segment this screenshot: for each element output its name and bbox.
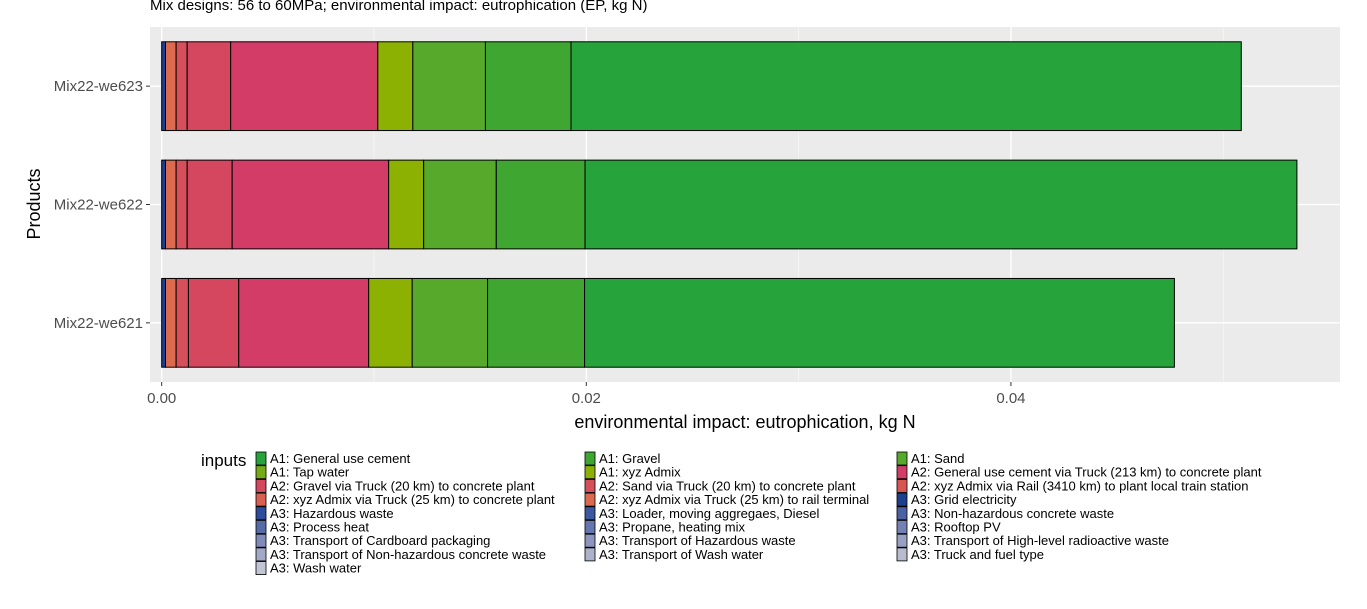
legend-swatch xyxy=(584,533,596,548)
legend-swatch xyxy=(255,465,267,480)
legend-label: A3: Wash water xyxy=(270,561,362,576)
legend-swatch xyxy=(896,520,908,534)
bar-segment xyxy=(487,277,586,368)
bar-segment xyxy=(161,277,166,368)
legend-label: A2: General use cement via Truck (213 km… xyxy=(911,465,1262,480)
legend-swatch xyxy=(255,533,267,548)
legend-swatch xyxy=(255,451,267,466)
bar-segment xyxy=(388,159,425,250)
x-tick-label: 0.04 xyxy=(996,390,1025,407)
legend-label: A2: xyz Admix via Truck (25 km) to rail … xyxy=(599,492,869,507)
legend-swatch xyxy=(584,478,596,493)
legend-label: A1: Sand xyxy=(911,451,965,466)
legend-swatch xyxy=(896,533,908,548)
legend-label: A3: Truck and fuel type xyxy=(911,547,1044,562)
legend-label: A3: Transport of Wash water xyxy=(599,547,764,562)
bar-segment xyxy=(377,41,414,132)
legend-swatch xyxy=(584,492,596,507)
bar-segment xyxy=(164,41,177,132)
legend-label: A3: Hazardous waste xyxy=(270,506,394,521)
legend-swatch xyxy=(255,520,267,534)
x-axis: 0.00 0.02 0.04 xyxy=(147,382,1026,407)
legend-label: A1: xyz Admix xyxy=(599,465,681,480)
x-tick-label: 0.00 xyxy=(147,390,176,407)
legend-swatch xyxy=(896,547,908,562)
y-axis: Mix22-we623 Mix22-we622 Mix22-we621 xyxy=(54,78,150,332)
bar-segment xyxy=(411,277,489,368)
legend-label: A2: Sand via Truck (20 km) to concrete p… xyxy=(599,478,856,493)
bar-segment xyxy=(187,277,240,368)
legend-swatch xyxy=(896,492,908,507)
bar-segment xyxy=(584,159,1298,250)
bar-segment xyxy=(423,159,497,250)
legend-label: A3: Transport of Hazardous waste xyxy=(599,533,796,548)
bar-segment xyxy=(164,277,177,368)
bar-segment xyxy=(412,41,486,132)
y-tick-label: Mix22-we622 xyxy=(54,197,143,214)
legend-label: A3: Process heat xyxy=(270,520,369,535)
bar-segment xyxy=(175,159,188,250)
bar-segment xyxy=(368,277,413,368)
chart-title: Mix designs: 56 to 60MPa; environmental … xyxy=(150,0,648,14)
y-tick-label: Mix22-we623 xyxy=(54,78,143,95)
legend-label: A3: Non-hazardous concrete waste xyxy=(911,506,1114,521)
legend-swatch xyxy=(255,492,267,507)
bar-segment xyxy=(495,159,586,250)
bar-segment xyxy=(231,159,390,250)
legend-swatch xyxy=(896,451,908,466)
x-tick-label: 0.02 xyxy=(572,390,601,407)
bar-segment xyxy=(161,41,166,132)
y-axis-title: Products xyxy=(24,168,44,239)
legend-swatch xyxy=(584,547,596,562)
legend-swatch xyxy=(896,506,908,521)
legend-label: A1: Gravel xyxy=(599,451,661,466)
legend-label: A1: Tap water xyxy=(270,465,350,480)
legend-swatch xyxy=(584,506,596,521)
y-tick-label: Mix22-we621 xyxy=(54,315,143,332)
bar-segment xyxy=(186,41,232,132)
legend-swatch xyxy=(584,465,596,480)
legend-label: A3: Transport of Non-hazardous concrete … xyxy=(270,547,546,562)
legend: A1: General use cement A1: Gravel A1: Sand… xyxy=(255,451,1262,576)
legend-swatch xyxy=(255,561,267,575)
legend-label: A1: General use cement xyxy=(270,451,411,466)
legend-swatch xyxy=(255,506,267,521)
bars xyxy=(161,41,1298,368)
legend-label: A2: Gravel via Truck (20 km) to concrete… xyxy=(270,478,535,493)
legend-swatch xyxy=(584,451,596,466)
legend-swatch xyxy=(584,520,596,534)
bar-segment xyxy=(570,41,1242,132)
bar-segment xyxy=(484,41,572,132)
legend-label: A2: xyz Admix via Truck (25 km) to concr… xyxy=(270,492,555,507)
bar-segment xyxy=(164,159,177,250)
bar-segment xyxy=(175,277,189,368)
legend-label: A3: Rooftop PV xyxy=(911,520,1001,535)
legend-label: A3: Transport of High-level radioactive … xyxy=(911,533,1169,548)
bar-segment xyxy=(584,277,1175,368)
legend-swatch xyxy=(255,547,267,562)
legend-label: A3: Transport of Cardboard packaging xyxy=(270,533,490,548)
bar-segment xyxy=(230,41,379,132)
bar-segment xyxy=(161,159,166,250)
legend-title: inputs xyxy=(201,451,246,470)
legend-label: A3: Loader, moving aggregaes, Diesel xyxy=(599,506,820,521)
legend-swatch xyxy=(255,478,267,493)
bar-segment xyxy=(186,159,233,250)
x-axis-title: environmental impact: eutrophication, kg… xyxy=(574,412,915,432)
legend-label: A3: Propane, heating mix xyxy=(599,520,745,535)
legend-swatch xyxy=(896,478,908,493)
legend-label: A2: xyz Admix via Rail (3410 km) to plan… xyxy=(911,478,1248,493)
bar-segment xyxy=(175,41,188,132)
legend-label: A3: Grid electricity xyxy=(911,492,1017,507)
bar-segment xyxy=(238,277,370,368)
legend-swatch xyxy=(896,465,908,480)
